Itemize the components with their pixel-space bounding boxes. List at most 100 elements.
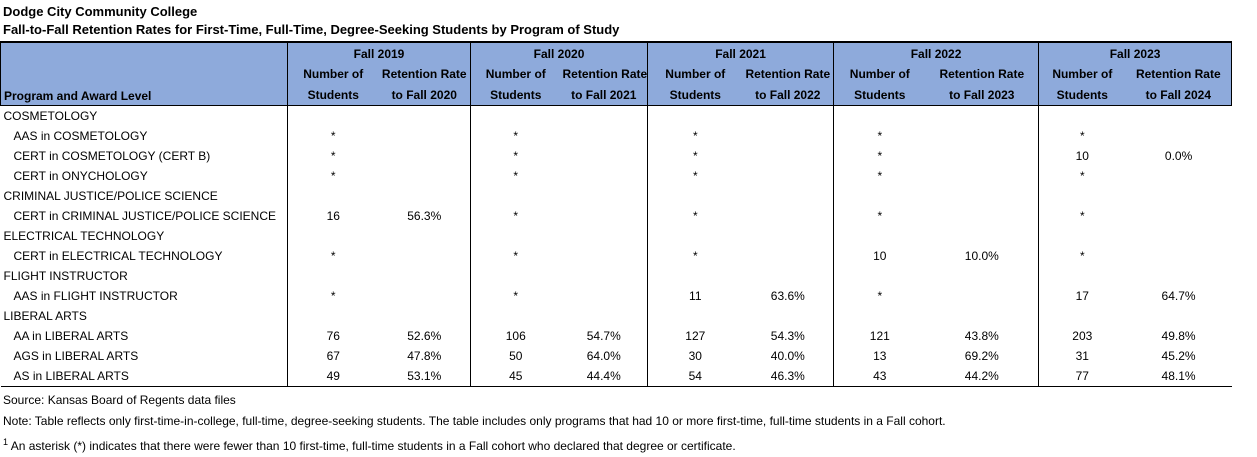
rate-cell: 52.6% bbox=[407, 329, 442, 343]
table-footer: Source: Kansas Board of Regents data fil… bbox=[0, 390, 1257, 457]
students-cell bbox=[833, 226, 926, 246]
students-cell bbox=[833, 105, 926, 126]
row-label: FLIGHT INSTRUCTOR bbox=[3, 269, 128, 283]
rate-cell bbox=[1126, 126, 1232, 146]
students-cell bbox=[287, 266, 379, 286]
students-cell bbox=[287, 186, 379, 206]
students-cell: * bbox=[287, 246, 379, 266]
students-cell: 30 bbox=[647, 346, 743, 366]
rate-cell bbox=[743, 166, 834, 186]
rate-cell: 43.8% bbox=[964, 329, 999, 343]
rate-cell bbox=[1126, 166, 1232, 186]
category-row: CRIMINAL JUSTICE/POLICE SCIENCE bbox=[1, 186, 1232, 206]
rate-cell bbox=[743, 146, 834, 166]
group-header-fall-2022: Fall 2022 bbox=[833, 41, 1039, 64]
students-cell: * bbox=[647, 146, 743, 166]
rate-cell bbox=[561, 126, 648, 146]
subheader-retention-rate: Retention Rate bbox=[378, 64, 471, 84]
subheader-number-of: Number of bbox=[647, 64, 743, 84]
students-cell: 54 bbox=[647, 366, 743, 387]
students-cell: 13 bbox=[833, 346, 926, 366]
table-header: Program and Award Level Fall 2019 Fall 2… bbox=[0, 41, 1233, 106]
subheader-students: Students bbox=[1038, 84, 1126, 106]
students-cell: * bbox=[833, 146, 926, 166]
group-header-fall-2019: Fall 2019 bbox=[286, 41, 471, 64]
category-row: COSMETOLOGY bbox=[1, 105, 1232, 127]
rate-cell bbox=[743, 106, 834, 127]
rate-cell bbox=[1126, 106, 1232, 127]
program-header-cell: Program and Award Level bbox=[0, 41, 288, 106]
rate-cell: 0.0% bbox=[1164, 149, 1193, 163]
rate-cell: 10.0% bbox=[964, 249, 999, 263]
students-cell bbox=[1038, 105, 1126, 126]
students-cell: * bbox=[287, 286, 379, 306]
group-header-fall-2023: Fall 2023 bbox=[1038, 41, 1233, 64]
subheader-students: Students bbox=[647, 84, 743, 106]
rate-cell: 46.3% bbox=[742, 366, 834, 387]
students-cell bbox=[470, 266, 561, 286]
rate-cell bbox=[379, 246, 471, 266]
students-cell: 127 bbox=[647, 326, 743, 346]
row-label: LIBERAL ARTS bbox=[3, 309, 87, 323]
rate-cell bbox=[379, 226, 471, 246]
students-cell: * bbox=[287, 146, 379, 166]
students-cell bbox=[287, 105, 379, 126]
students-cell bbox=[1038, 266, 1126, 286]
students-cell: 16 bbox=[287, 206, 379, 226]
rate-cell bbox=[379, 106, 471, 127]
subheader-number-of: Number of bbox=[1038, 64, 1126, 84]
students-cell: * bbox=[470, 286, 561, 306]
footnote-superscript: 1 bbox=[3, 437, 9, 447]
rate-cell bbox=[926, 146, 1039, 166]
row-label: AA in LIBERAL ARTS bbox=[13, 329, 129, 343]
subheader-retention-rate: Retention Rate bbox=[925, 64, 1039, 84]
rate-cell: 64.7% bbox=[1161, 289, 1196, 303]
row-label: ELECTRICAL TECHNOLOGY bbox=[3, 229, 165, 243]
row-label: CERT in ONYCHOLOGY bbox=[13, 169, 148, 183]
group-header-fall-2021: Fall 2021 bbox=[647, 41, 834, 64]
category-row: FLIGHT INSTRUCTOR bbox=[1, 266, 1232, 286]
rate-cell bbox=[926, 306, 1039, 326]
students-cell bbox=[287, 306, 379, 326]
rate-cell: 63.6% bbox=[770, 289, 805, 303]
rate-cell bbox=[1126, 206, 1232, 226]
asterisk-footnote: 1 An asterisk (*) indicates that there w… bbox=[3, 432, 1257, 457]
subheader-students: Students bbox=[470, 84, 561, 106]
rate-cell bbox=[926, 226, 1039, 246]
students-cell: 11 bbox=[647, 286, 743, 306]
retention-table: Program and Award Level Fall 2019 Fall 2… bbox=[0, 41, 1233, 387]
rate-cell bbox=[926, 126, 1039, 146]
rate-cell bbox=[743, 226, 834, 246]
students-cell: 31 bbox=[1038, 346, 1126, 366]
rate-cell bbox=[561, 106, 648, 127]
rate-cell: 69.2% bbox=[964, 349, 999, 363]
row-label: CRIMINAL JUSTICE/POLICE SCIENCE bbox=[3, 189, 218, 203]
program-row: AAS in COSMETOLOGY * * * * * bbox=[1, 126, 1232, 146]
row-label: AAS in COSMETOLOGY bbox=[13, 129, 148, 143]
students-cell: 76 bbox=[287, 326, 379, 346]
students-cell bbox=[1038, 186, 1126, 206]
students-cell: * bbox=[1038, 246, 1126, 266]
row-label: AAS in FLIGHT INSTRUCTOR bbox=[13, 289, 178, 303]
rate-cell bbox=[1126, 266, 1232, 286]
students-cell: 50 bbox=[470, 346, 561, 366]
students-cell: 10 bbox=[833, 246, 926, 266]
rate-cell bbox=[379, 286, 471, 306]
rate-cell bbox=[1126, 306, 1232, 326]
subheader-to-fall: to Fall 2024 bbox=[1125, 84, 1233, 106]
rate-cell bbox=[561, 206, 648, 226]
students-cell bbox=[470, 306, 561, 326]
rate-cell bbox=[379, 186, 471, 206]
rate-cell bbox=[561, 246, 648, 266]
program-row: CERT in ELECTRICAL TECHNOLOGY * * * 10 10.0% * bbox=[1, 246, 1232, 266]
rate-cell: 48.1% bbox=[1125, 366, 1232, 387]
subheader-to-fall: to Fall 2022 bbox=[742, 84, 834, 106]
students-cell: * bbox=[470, 126, 561, 146]
students-cell: 17 bbox=[1038, 286, 1126, 306]
rate-cell bbox=[561, 146, 648, 166]
page-subtitle: Fall-to-Fall Retention Rates for First-T… bbox=[3, 22, 620, 37]
students-cell: * bbox=[470, 246, 561, 266]
students-cell: * bbox=[833, 166, 926, 186]
students-cell: * bbox=[833, 126, 926, 146]
students-cell bbox=[470, 105, 561, 126]
